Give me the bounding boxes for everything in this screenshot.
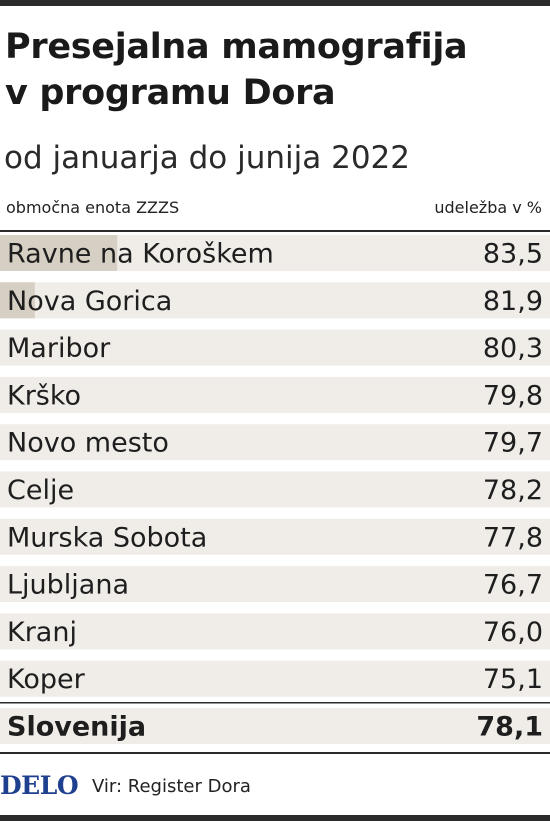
title-line-1: Presejalna mamografija (5, 27, 468, 67)
title-line-2: v programu Dora (5, 73, 336, 113)
value-label-ravne-na-koroskem: 83,5 (483, 239, 543, 270)
category-label-slovenija: Slovenija (7, 712, 146, 743)
bar-track-ljubljana (0, 566, 550, 603)
bar-track-novo-mesto (0, 424, 550, 461)
chart-subtitle: od januarja do junija 2022 (4, 140, 410, 176)
bar-nova-gorica (0, 282, 35, 319)
column-header-unit: območna enota ZZZS (6, 198, 180, 217)
delo-logo: DELO (0, 771, 79, 800)
bottom-rule (0, 752, 550, 754)
category-label-nova-gorica: Nova Gorica (7, 286, 172, 317)
value-label-krsko: 79,8 (483, 380, 543, 411)
bar-track-slovenija (0, 708, 550, 744)
top-rule (0, 0, 550, 6)
bar-track-krsko (0, 376, 550, 413)
source-note: Vir: Register Dora (92, 776, 251, 797)
category-label-krsko: Krško (7, 380, 81, 411)
bar-track-nova-gorica (0, 282, 550, 319)
bar-track-kranj (0, 613, 550, 650)
value-label-slovenija: 78,1 (476, 712, 543, 743)
bar-track-koper (0, 660, 550, 697)
total-separator (0, 702, 550, 704)
bar-chart: Ravne na Koroškem 83,5 Nova Gorica 81,9 Mari… (0, 235, 550, 744)
category-label-kranj: Kranj (7, 617, 77, 648)
column-header-value: udeležba v % (434, 198, 542, 217)
category-label-ravne-na-koroskem: Ravne na Koroškem (7, 239, 274, 270)
header-rule (0, 230, 550, 232)
bar-track-celje (0, 471, 550, 508)
value-label-koper: 75,1 (483, 664, 543, 695)
bar-track-maribor (0, 329, 550, 366)
value-label-murska-sobota: 77,8 (483, 522, 543, 553)
end-rule (0, 815, 550, 821)
value-label-celje: 78,2 (483, 475, 543, 506)
category-label-novo-mesto: Novo mesto (7, 428, 169, 459)
category-label-celje: Celje (7, 475, 74, 506)
value-label-ljubljana: 76,7 (483, 570, 543, 601)
bar-track-murska-sobota (0, 518, 550, 555)
bar-ravne-na-koroskem (0, 235, 118, 271)
value-label-maribor: 80,3 (483, 333, 543, 364)
value-label-novo-mesto: 79,7 (483, 428, 543, 459)
chart-title: Presejalna mamografija v programu Dora (5, 24, 545, 116)
category-label-koper: Koper (7, 664, 86, 695)
value-label-kranj: 76,0 (483, 617, 543, 648)
category-label-murska-sobota: Murska Sobota (7, 522, 207, 553)
category-label-maribor: Maribor (7, 333, 111, 364)
value-label-nova-gorica: 81,9 (483, 286, 543, 317)
category-label-ljubljana: Ljubljana (7, 570, 129, 601)
